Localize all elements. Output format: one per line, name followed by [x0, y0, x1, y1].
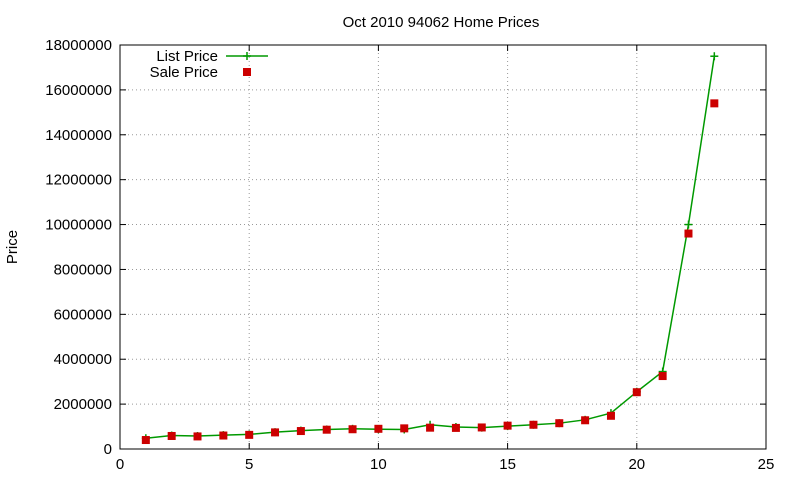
sale-price-point — [193, 432, 202, 441]
chart-title: Oct 2010 94062 Home Prices — [343, 14, 540, 31]
sale-price-point — [271, 428, 280, 437]
legend-label-list-price: List Price — [156, 48, 218, 65]
sale-price-point — [374, 424, 383, 433]
sale-price-point — [245, 430, 254, 439]
y-tick-label: 0 — [104, 441, 112, 458]
x-tick-label: 25 — [758, 456, 775, 473]
sale-price-point — [658, 372, 667, 381]
axis-ticks: 0 5 10 15 20 25 0 2000000 4000000 6000000 8000000 1… — [45, 37, 774, 473]
sale-price-point — [400, 424, 409, 433]
list-price-point — [710, 52, 719, 61]
y-tick-label: 12000000 — [45, 172, 112, 189]
sale-price-point — [296, 427, 305, 436]
plot-area-frame — [119, 44, 767, 450]
legend-marker-sale-price — [243, 68, 251, 76]
grid — [120, 45, 766, 449]
sale-price-point — [167, 431, 176, 440]
sale-price-point — [141, 436, 150, 445]
x-tick-label: 15 — [499, 456, 516, 473]
x-tick-label: 5 — [245, 456, 253, 473]
sale-price-point — [219, 431, 228, 440]
sale-price-point — [451, 423, 460, 432]
sale-price-point — [322, 425, 331, 434]
y-tick-label: 4000000 — [54, 351, 112, 368]
sale-price-point — [529, 420, 538, 429]
y-tick-label: 18000000 — [45, 37, 112, 54]
y-tick-label: 14000000 — [45, 127, 112, 144]
sale-price-point — [606, 411, 615, 420]
sale-price-point — [710, 99, 719, 108]
list-price-line — [145, 56, 716, 439]
sale-price-point — [348, 425, 357, 434]
y-axis-label: Price — [4, 230, 21, 264]
sale-price-point — [503, 421, 512, 430]
list-price-point — [684, 220, 693, 229]
y-tick-label: 10000000 — [45, 217, 112, 234]
x-tick-label: 0 — [116, 456, 124, 473]
y-tick-label: 16000000 — [45, 82, 112, 99]
sale-price-point — [581, 416, 590, 425]
sale-price-point — [684, 229, 693, 238]
legend-label-sale-price: Sale Price — [150, 64, 218, 81]
y-tick-label: 2000000 — [54, 396, 112, 413]
sale-price-point — [555, 419, 564, 428]
sale-price-point — [632, 388, 641, 397]
y-tick-label: 8000000 — [54, 261, 112, 278]
x-tick-label: 20 — [628, 456, 645, 473]
sale-price-point — [477, 423, 486, 432]
sale-price-point — [426, 423, 435, 432]
series-layer — [141, 52, 719, 445]
legend-marker-list-price — [243, 52, 251, 60]
y-tick-label: 6000000 — [54, 306, 112, 323]
x-tick-label: 10 — [370, 456, 387, 473]
